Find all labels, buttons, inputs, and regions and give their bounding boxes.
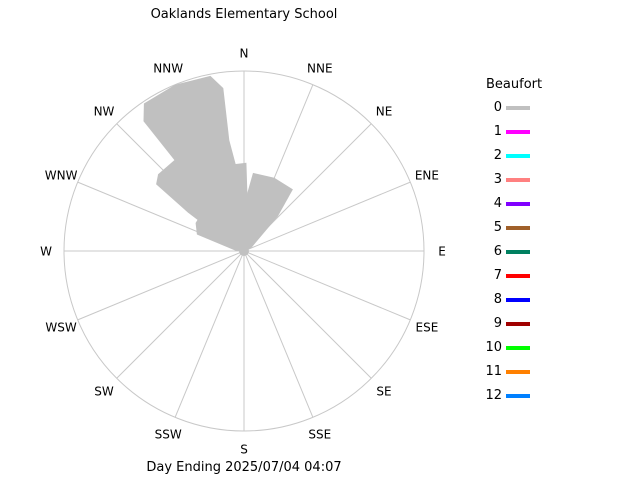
legend-swatch — [506, 346, 530, 350]
direction-label-wsw: WSW — [45, 320, 76, 334]
direction-label-ne: NE — [376, 105, 393, 119]
legend-swatch — [506, 226, 530, 230]
legend-swatch — [506, 370, 530, 374]
legend-label: 2 — [493, 148, 502, 163]
direction-label-sse: SSE — [308, 427, 331, 441]
legend-label: 6 — [493, 244, 502, 259]
legend-item: 11 — [470, 364, 590, 380]
legend-label: 5 — [493, 220, 502, 235]
spoke-sse — [243, 250, 314, 418]
legend-swatch — [506, 178, 530, 182]
legend-swatch — [506, 298, 530, 302]
legend-item: 5 — [470, 220, 590, 236]
legend-label: 3 — [493, 172, 502, 187]
direction-label-e: E — [438, 245, 446, 259]
legend-label: 12 — [485, 388, 502, 403]
legend-swatch — [506, 250, 530, 254]
legend-item: 2 — [470, 148, 590, 164]
legend-swatch — [506, 202, 530, 206]
direction-label-nne: NNE — [307, 62, 333, 76]
legend-swatch — [506, 274, 530, 278]
direction-label-wnw: WNW — [45, 169, 78, 183]
legend-swatch — [506, 130, 530, 134]
legend-item: 7 — [470, 268, 590, 284]
legend-item: 0 — [470, 100, 590, 116]
legend-swatch — [506, 394, 530, 398]
chart-title: Oaklands Elementary School — [150, 7, 338, 22]
chart-footer: Day Ending 2025/07/04 04:07 — [146, 460, 342, 475]
spoke-ene — [243, 181, 411, 252]
legend-swatch — [506, 106, 530, 110]
legend-item: 6 — [470, 244, 590, 260]
legend-item: 3 — [470, 172, 590, 188]
direction-label-s: S — [240, 443, 248, 457]
direction-label-se: SE — [376, 385, 391, 399]
direction-label-nw: NW — [94, 105, 115, 119]
legend-label: 10 — [485, 340, 502, 355]
legend-item: 1 — [470, 124, 590, 140]
legend-item: 10 — [470, 340, 590, 356]
petal-4 — [241, 172, 293, 251]
legend-label: 8 — [493, 292, 502, 307]
legend-label: 1 — [493, 124, 502, 139]
direction-label-n: N — [240, 47, 249, 61]
rose-hub — [239, 246, 249, 256]
legend-item: 12 — [470, 388, 590, 404]
direction-label-ene: ENE — [415, 169, 439, 183]
direction-label-ese: ESE — [416, 320, 439, 334]
legend-swatch — [506, 322, 530, 326]
direction-label-nnw: NNW — [153, 62, 183, 76]
legend-title: Beaufort — [486, 77, 543, 92]
spoke-ssw — [174, 250, 245, 418]
legend-swatch — [506, 154, 530, 158]
legend-label: 0 — [493, 100, 502, 115]
legend-item: 4 — [470, 196, 590, 212]
spoke-wsw — [77, 250, 245, 321]
direction-label-w: W — [40, 245, 52, 259]
direction-label-ssw: SSW — [155, 427, 182, 441]
legend-label: 4 — [493, 196, 502, 211]
legend-label: 11 — [485, 364, 502, 379]
spoke-sw — [116, 250, 245, 379]
petal-3 — [195, 202, 244, 251]
spoke-ese — [243, 250, 411, 321]
legend-item: 8 — [470, 292, 590, 308]
spoke-se — [243, 250, 372, 379]
legend-item: 9 — [470, 316, 590, 332]
legend-label: 7 — [493, 268, 502, 283]
direction-label-sw: SW — [94, 385, 114, 399]
legend-label: 9 — [493, 316, 502, 331]
